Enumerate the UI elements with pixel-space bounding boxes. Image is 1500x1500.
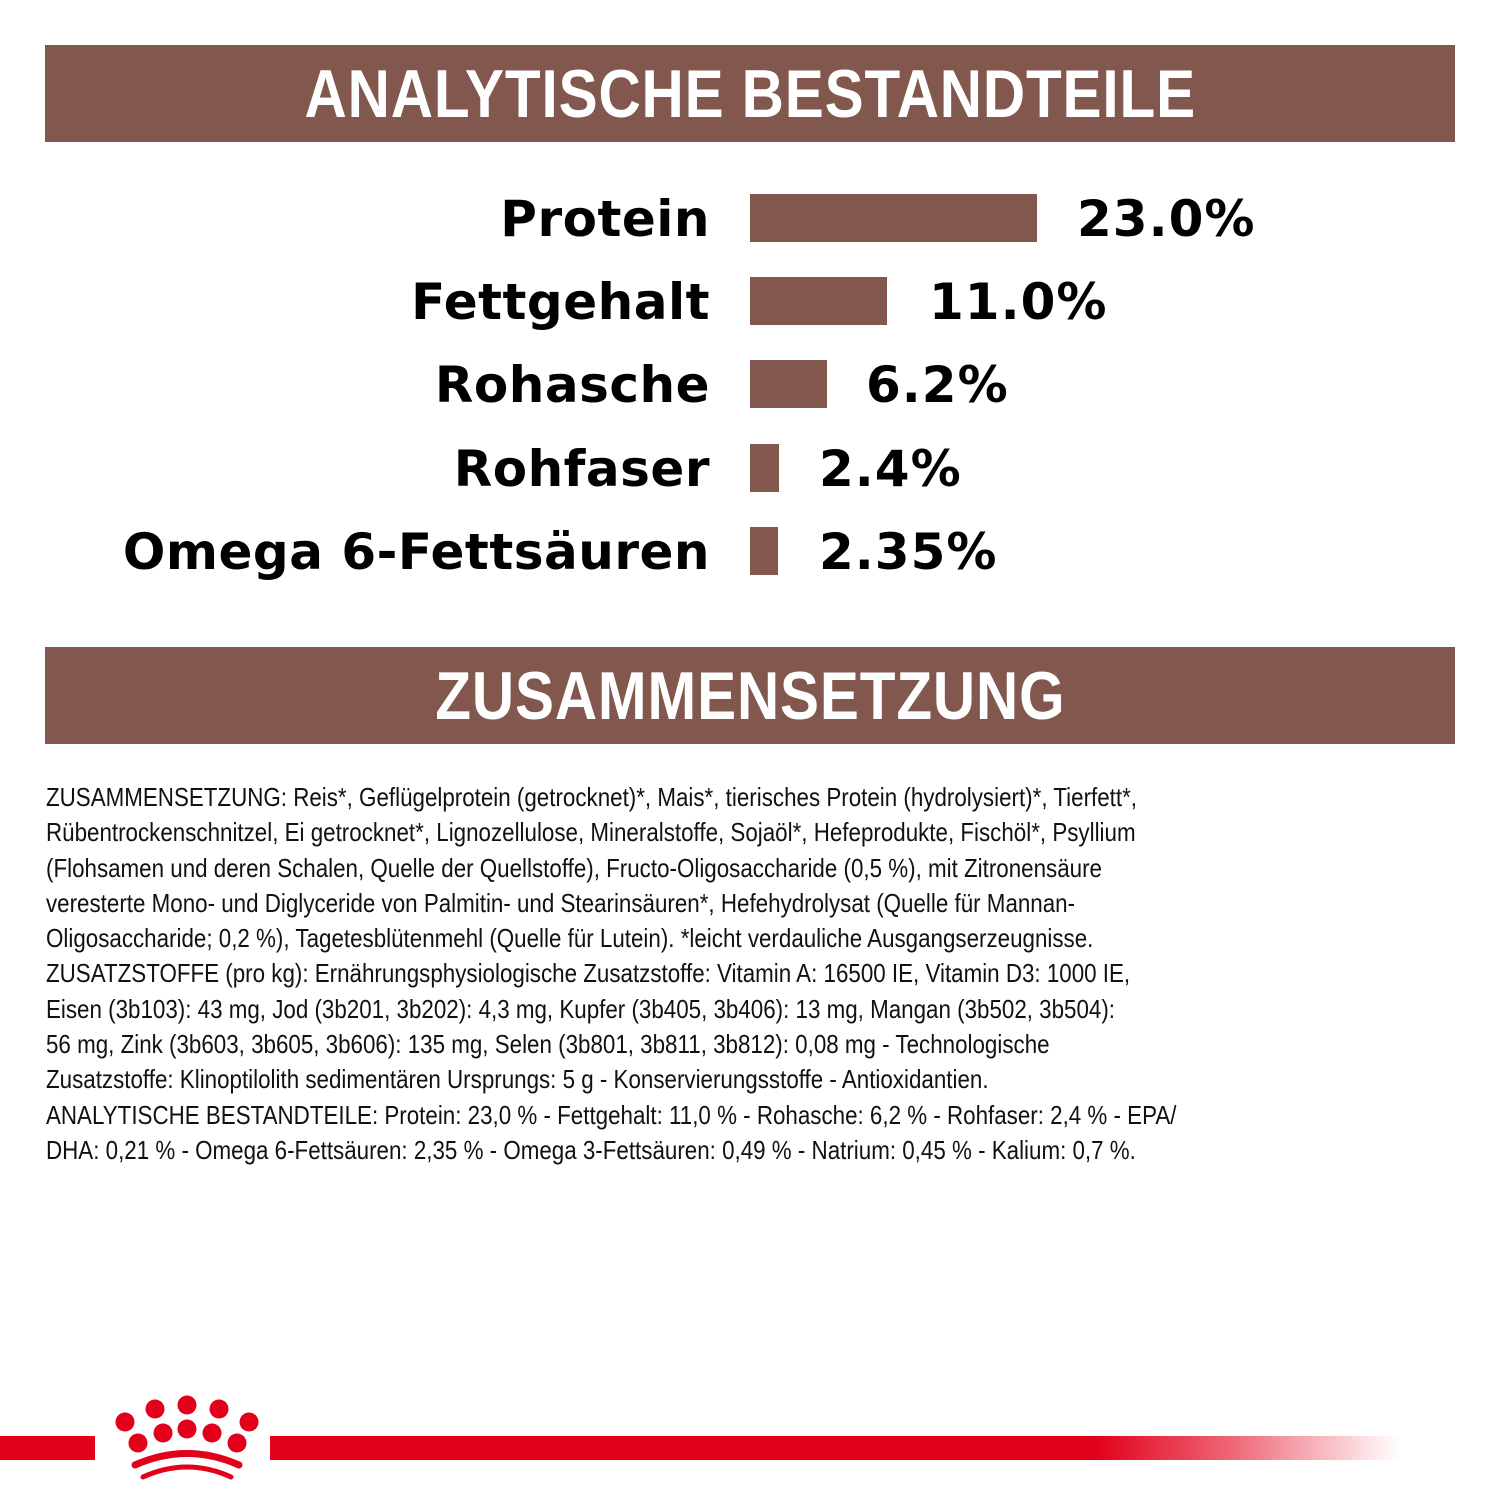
chart-row-protein: Protein 23.0%: [0, 190, 1500, 248]
row-value: 6.2%: [866, 356, 1009, 414]
analysis-bar-chart: Protein 23.0% Fettgehalt 11.0% Rohasche …: [0, 0, 1500, 620]
composition-line: ZUSATZSTOFFE (pro kg): Ernährungsphysiol…: [46, 958, 1131, 989]
composition-line: Eisen (3b103): 43 mg, Jod (3b201, 3b202)…: [46, 993, 1116, 1024]
footer-red-stripe-left: [0, 1436, 95, 1460]
row-value: 23.0%: [1077, 190, 1256, 248]
chart-row-rohfaser: Rohfaser 2.4%: [0, 440, 1500, 498]
row-label: Fettgehalt: [411, 273, 710, 331]
brand-footer: [0, 1390, 1500, 1480]
chart-row-rohasche: Rohasche 6.2%: [0, 356, 1500, 414]
row-value: 2.35%: [819, 523, 998, 581]
row-bar: [750, 360, 827, 408]
row-bar: [750, 194, 1037, 242]
composition-line: Oligosaccharide; 0,2 %), Tagetesblütenme…: [46, 923, 1094, 954]
composition-line: DHA: 0,21 % - Omega 6-Fettsäuren: 2,35 %…: [46, 1134, 1136, 1165]
row-label: Rohasche: [434, 356, 710, 414]
composition-heading-banner: ZUSAMMENSETZUNG: [45, 647, 1455, 744]
row-bar: [750, 527, 778, 575]
analysis-heading: ANALYTISCHE BESTANDTEILE: [304, 55, 1196, 132]
analysis-heading-banner: ANALYTISCHE BESTANDTEILE: [45, 45, 1455, 142]
composition-heading: ZUSAMMENSETZUNG: [434, 657, 1066, 734]
composition-text: ZUSAMMENSETZUNG: Reis*, Geflügelprotein …: [46, 780, 1456, 1168]
chart-row-fettgehalt: Fettgehalt 11.0%: [0, 273, 1500, 331]
footer-red-stripe-right: [270, 1436, 1400, 1460]
composition-line: Rübentrockenschnitzel, Ei getrocknet*, L…: [46, 817, 1136, 848]
composition-line: ZUSAMMENSETZUNG: Reis*, Geflügelprotein …: [46, 782, 1138, 812]
row-label: Protein: [500, 190, 710, 248]
row-value: 11.0%: [929, 273, 1108, 331]
row-bar: [750, 277, 887, 325]
composition-line: veresterte Mono- und Diglyceride von Pal…: [46, 887, 1076, 918]
row-label: Omega 6-Fettsäuren: [122, 523, 710, 581]
row-value: 2.4%: [819, 440, 962, 498]
row-label: Rohfaser: [453, 440, 710, 498]
composition-line: Zusatzstoffe: Klinoptilolith sedimentäre…: [46, 1064, 989, 1095]
composition-line: 56 mg, Zink (3b603, 3b605, 3b606): 135 m…: [46, 1029, 1050, 1060]
crown-logo-icon: [115, 1395, 259, 1480]
chart-row-omega6: Omega 6-Fettsäuren 2.35%: [0, 523, 1500, 581]
row-bar: [750, 444, 779, 492]
composition-line: ANALYTISCHE BESTANDTEILE: Protein: 23,0 …: [46, 1099, 1177, 1130]
composition-line: (Flohsamen und deren Schalen, Quelle der…: [46, 852, 1102, 883]
